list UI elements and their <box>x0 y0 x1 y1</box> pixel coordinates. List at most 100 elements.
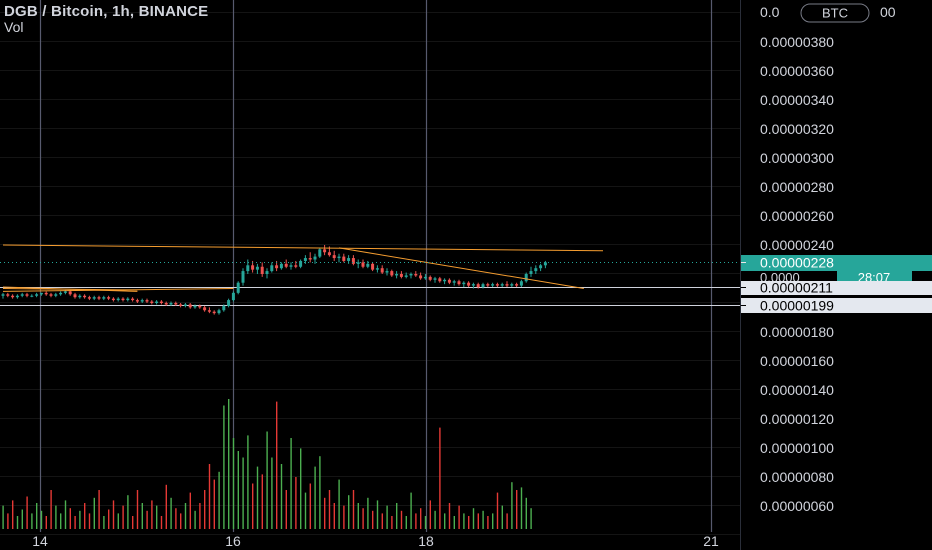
candle <box>39 292 43 296</box>
candle <box>308 252 312 263</box>
candle <box>447 278 451 285</box>
volume-bar <box>160 516 163 529</box>
candle <box>515 282 519 288</box>
price-axis[interactable]: 0.00000380 0.00000360 0.00000340 0.00000320… <box>740 0 932 550</box>
volume-label[interactable]: Vol <box>4 19 24 35</box>
candle <box>495 282 499 288</box>
candle <box>313 253 317 264</box>
volume-bar <box>60 513 62 529</box>
price-tick-label: 0.00000160 <box>760 353 834 369</box>
volume-bar <box>511 482 513 529</box>
chart-header: DGB / Bitcoin, 1h, BINANCE Vol <box>4 3 208 34</box>
symbol-title[interactable]: DGB / Bitcoin, 1h, BINANCE <box>4 3 209 20</box>
volume-bar <box>376 500 379 529</box>
candle <box>289 262 293 270</box>
candle <box>399 271 403 279</box>
volume-bar <box>175 508 177 529</box>
volume-bar <box>525 497 527 529</box>
volume-bar <box>7 513 9 529</box>
time-label-16: 16 <box>225 533 241 549</box>
volume-bar <box>64 500 67 529</box>
line-price-tag-211 <box>741 281 932 295</box>
candle <box>193 304 197 309</box>
candle <box>332 250 336 261</box>
trendlines <box>2 244 604 292</box>
volume-bar <box>180 513 182 529</box>
candle <box>179 303 183 308</box>
price-tick-label: 0.00000320 <box>760 121 834 137</box>
candle <box>207 307 211 314</box>
candle <box>131 297 135 302</box>
candle <box>49 292 53 298</box>
volume-bar <box>357 503 359 529</box>
candle <box>294 260 298 269</box>
volume-bar <box>156 505 158 529</box>
line-price-tag-211-label: 0.00000211 <box>760 280 833 296</box>
volume-bar <box>333 503 335 529</box>
candle <box>78 294 82 299</box>
candle <box>270 262 274 273</box>
currency-badge-text: BTC <box>822 6 848 21</box>
candle <box>438 276 442 283</box>
candle <box>519 279 523 288</box>
candle <box>404 272 408 279</box>
candle <box>467 281 471 288</box>
volume-bar <box>482 510 484 529</box>
candle <box>102 295 106 301</box>
trendline[interactable] <box>338 247 584 289</box>
candle <box>375 265 379 273</box>
candle <box>419 272 423 280</box>
trendline[interactable] <box>2 244 604 252</box>
countdown-left-bg <box>741 271 837 284</box>
volume-bar <box>520 487 523 529</box>
volume-bar <box>112 500 115 529</box>
candle <box>255 263 259 274</box>
volume-bar <box>429 500 431 529</box>
volume-bar <box>69 508 71 529</box>
candle <box>6 292 10 298</box>
candle <box>15 294 19 299</box>
volume-bar <box>223 405 225 529</box>
price-tick-label: 0.00000240 <box>760 237 834 253</box>
candle <box>111 297 115 302</box>
candle <box>505 281 509 288</box>
currency-badge[interactable]: BTC <box>800 3 870 23</box>
time-axis[interactable]: 14 16 18 21 <box>32 533 719 549</box>
candle <box>337 253 341 263</box>
volume-bar <box>141 503 143 529</box>
price-candles <box>1 245 547 315</box>
volume-bar <box>208 464 211 529</box>
candle <box>491 282 495 288</box>
candle <box>174 301 178 306</box>
volume-bar <box>12 500 14 529</box>
candle <box>529 266 533 277</box>
trendline[interactable] <box>2 288 234 292</box>
volume-bar <box>84 503 86 529</box>
candle <box>476 282 480 289</box>
price-tick-label: 0.00000060 <box>760 498 834 514</box>
horizontal-price-lines <box>0 287 740 306</box>
volume-bar <box>348 495 350 529</box>
volume-bar <box>472 508 475 529</box>
volume-bar <box>314 466 316 529</box>
volume-bar <box>237 451 239 529</box>
candle <box>510 282 514 288</box>
volume-bar <box>516 490 518 529</box>
candle <box>423 274 427 280</box>
candle <box>1 292 5 299</box>
candle <box>260 262 264 277</box>
volume-bars <box>2 399 532 529</box>
volume-bar <box>40 510 43 529</box>
candle <box>203 305 207 312</box>
candle <box>539 263 543 272</box>
candle <box>342 253 346 263</box>
volume-bar <box>496 492 499 529</box>
candle <box>20 292 24 298</box>
volume-bar <box>492 513 494 529</box>
volume-bar <box>170 497 172 529</box>
trendline[interactable] <box>2 286 138 292</box>
volume-bar <box>256 466 259 529</box>
volume-bar <box>448 503 451 529</box>
volume-bar <box>2 505 4 529</box>
